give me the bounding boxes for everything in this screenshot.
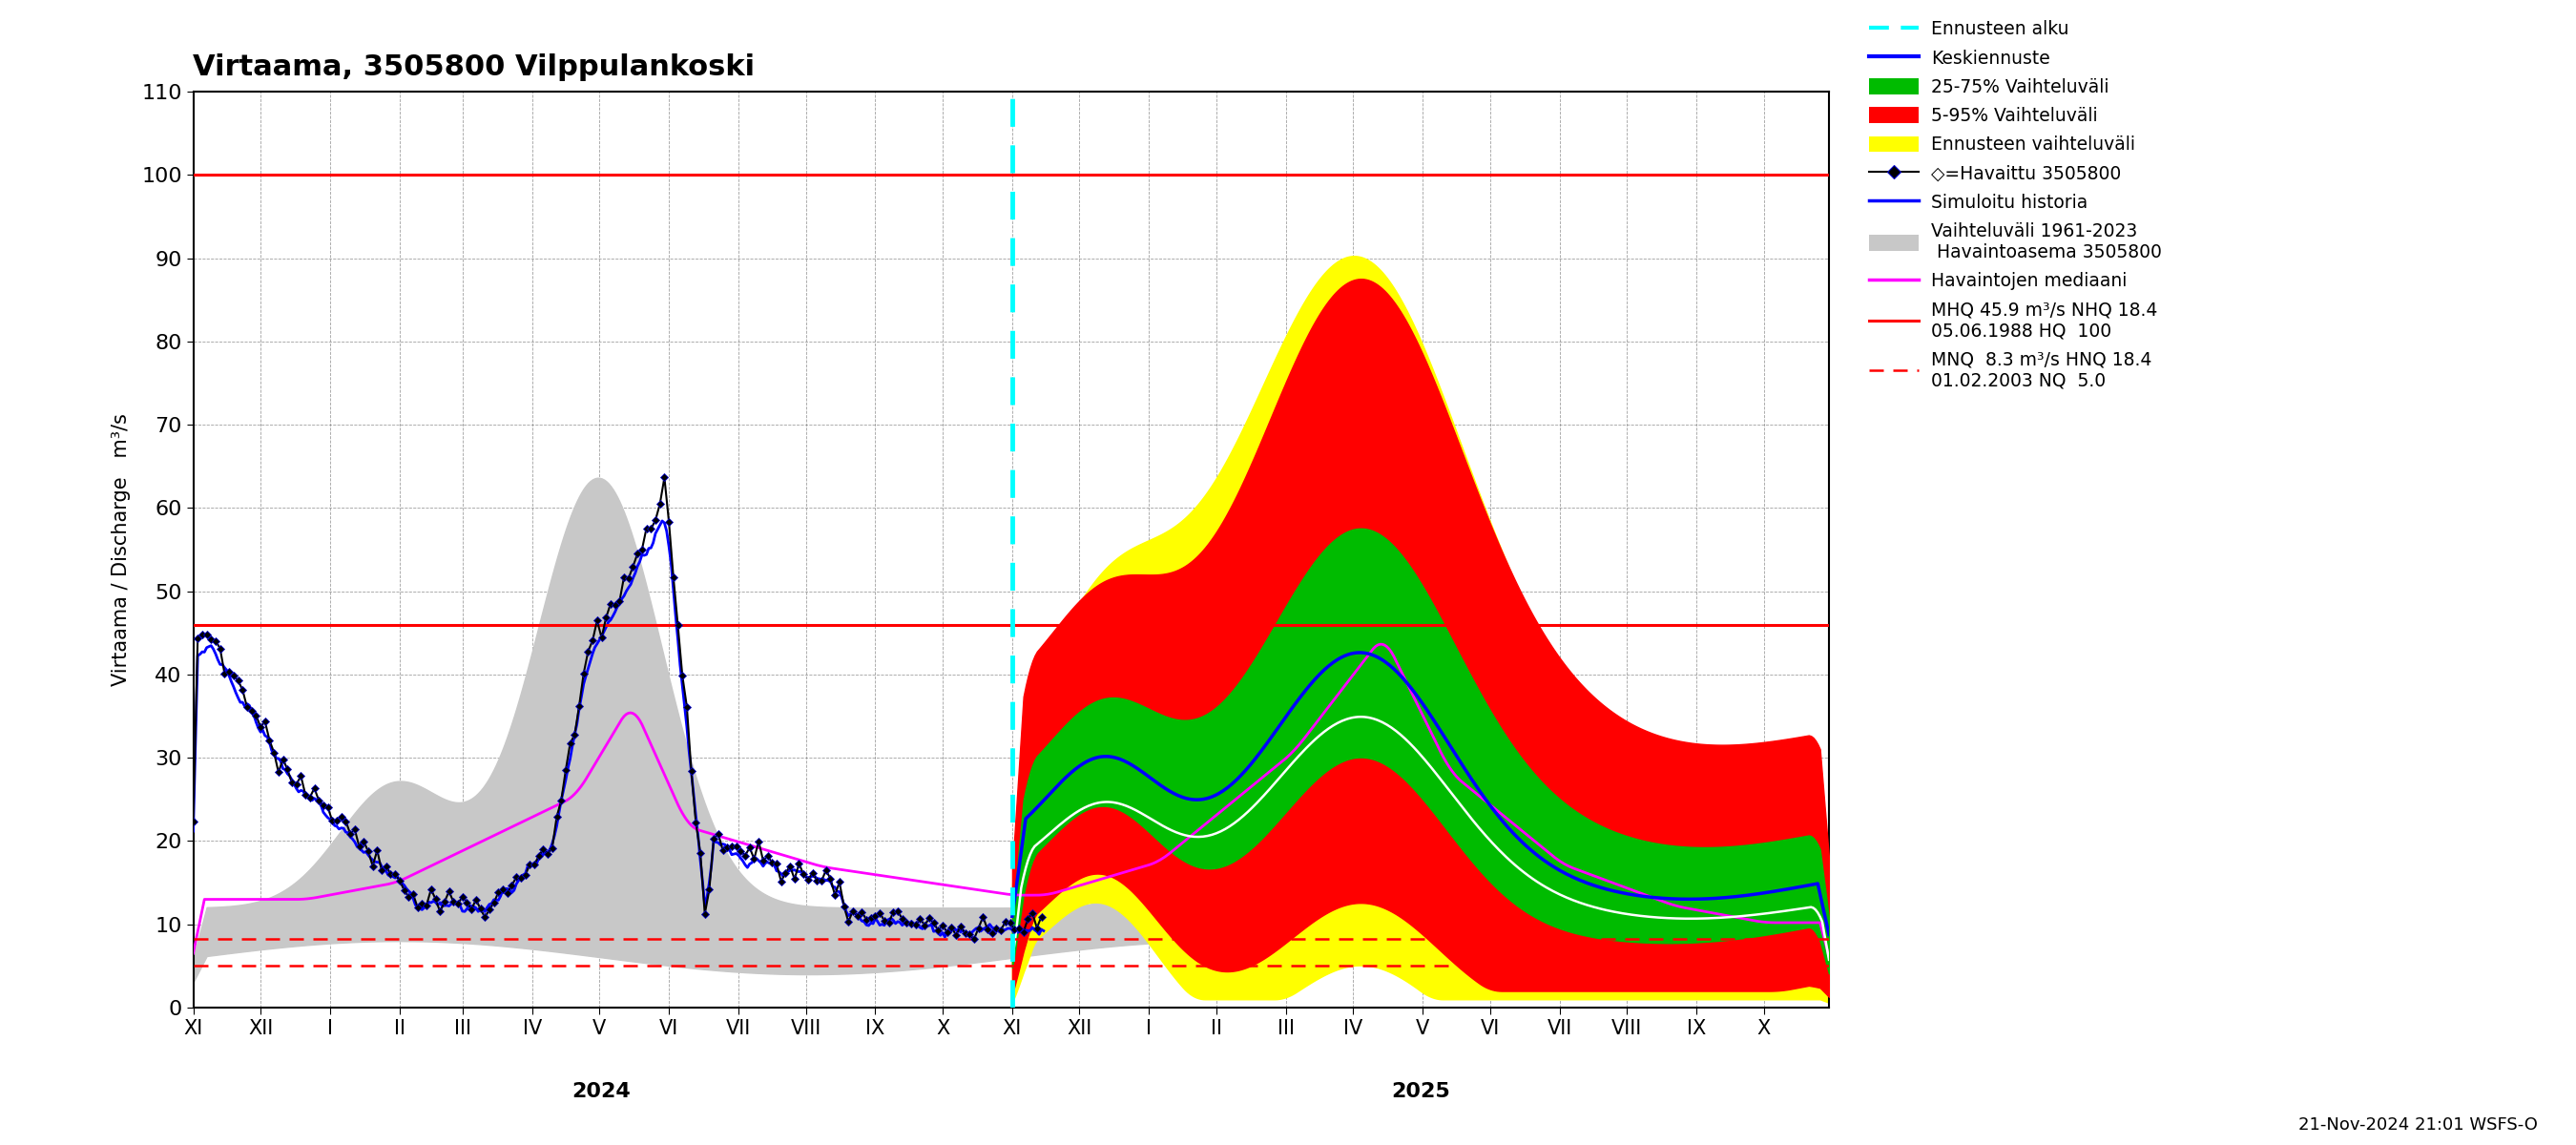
Text: 21-Nov-2024 21:01 WSFS-O: 21-Nov-2024 21:01 WSFS-O [2298,1116,2537,1134]
Legend: Ennusteen alku, Keskiennuste, 25-75% Vaihteluväli, 5-95% Vaihteluväli, Ennusteen: Ennusteen alku, Keskiennuste, 25-75% Vai… [1868,21,2161,390]
Text: Virtaama, 3505800 Vilppulankoski: Virtaama, 3505800 Vilppulankoski [193,54,755,81]
Text: 2025: 2025 [1391,1082,1450,1101]
Y-axis label: Virtaama / Discharge   m³/s: Virtaama / Discharge m³/s [111,413,131,686]
Text: 2024: 2024 [572,1082,631,1101]
